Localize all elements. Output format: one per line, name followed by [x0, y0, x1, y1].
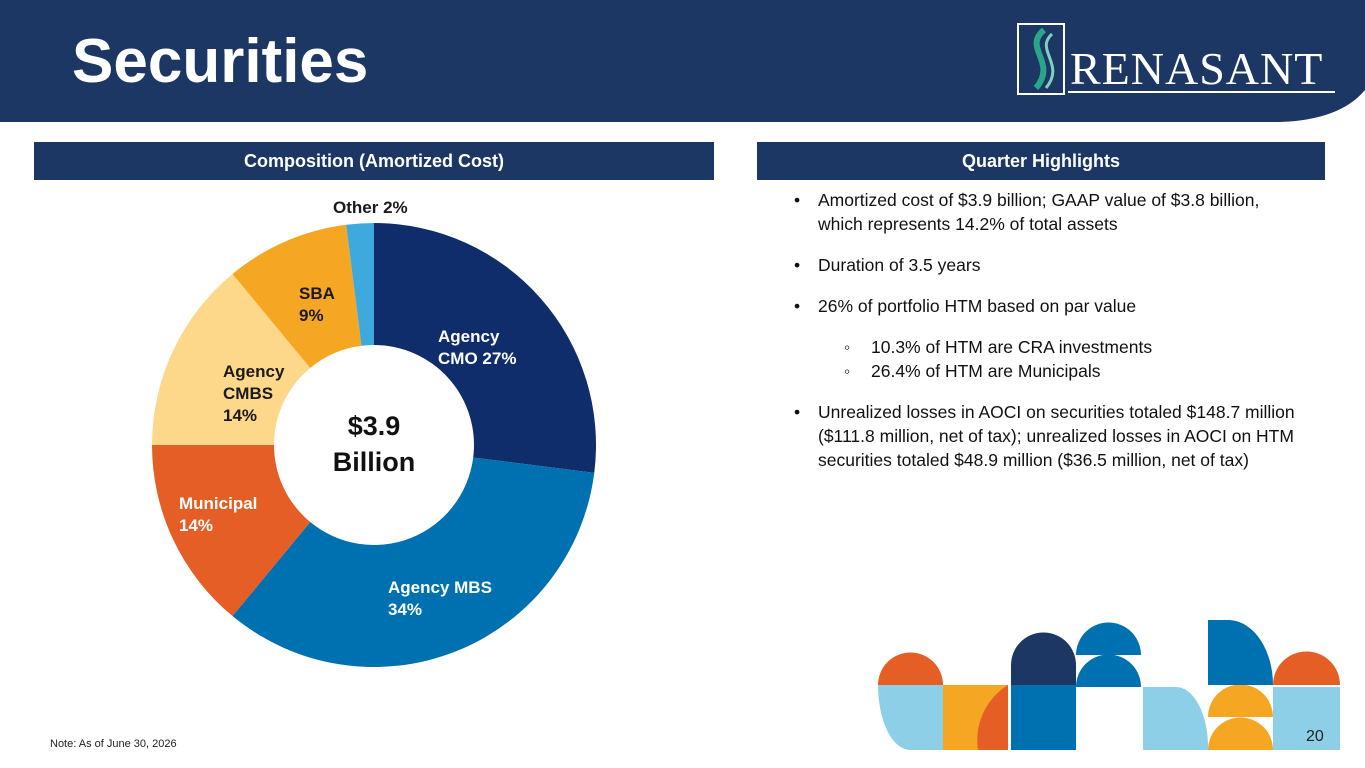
- data-label: Agency MBS 34%: [388, 577, 528, 621]
- data-label: SBA 9%: [299, 283, 349, 327]
- highlights: Amortized cost of $3.9 billion; GAAP val…: [788, 188, 1308, 472]
- value-label: 14%: [223, 406, 258, 425]
- bullet: Amortized cost of $3.9 billion; GAAP val…: [788, 188, 1308, 236]
- value-label: 9%: [299, 306, 324, 325]
- donut-chart: [152, 223, 596, 667]
- donut-slice: [232, 224, 362, 368]
- category-label: Other: [333, 198, 379, 217]
- value-label: 27%: [482, 349, 517, 368]
- page-number: 20: [1306, 728, 1324, 745]
- category-label: Agency MBS: [388, 578, 492, 597]
- sub-bullet: 10.3% of HTM are CRA investments: [788, 335, 1308, 359]
- page-title: Securities: [72, 27, 369, 96]
- center-label: $3.9 Billion: [332, 411, 416, 477]
- sub-bullet: 26.4% of HTM are Municipals: [788, 359, 1308, 383]
- note: Note: As of June 30, 2026: [50, 738, 177, 750]
- bullet: Unrealized losses in AOCI on securities …: [788, 400, 1308, 472]
- value-label: 14%: [179, 516, 214, 535]
- category-label: Agency CMBS: [223, 362, 285, 403]
- decoration: [878, 620, 1340, 750]
- donut-slice: [152, 445, 311, 617]
- chart-title: Composition (Amortized Cost): [34, 142, 714, 180]
- highlights-title: Quarter Highlights: [757, 142, 1325, 180]
- data-label: Agency CMO 27%: [438, 326, 518, 370]
- data-label: Municipal 14%: [179, 493, 289, 537]
- logo-text: RENASANT: [1070, 43, 1324, 94]
- value-label: 2%: [383, 198, 408, 217]
- donut-slice: [374, 223, 596, 473]
- data-label: Agency CMBS 14%: [223, 361, 303, 427]
- bullet: 26% of portfolio HTM based on par value: [788, 294, 1308, 318]
- header-band: [0, 0, 1365, 122]
- donut-slice: [346, 223, 374, 346]
- value-label: 34%: [388, 600, 423, 619]
- donut-slice: [152, 273, 311, 445]
- category-label: Agency CMO: [438, 327, 500, 368]
- donut-slice: [232, 457, 595, 667]
- category-label: SBA: [299, 284, 335, 303]
- data-label: Other 2%: [333, 197, 453, 219]
- category-label: Municipal: [179, 494, 258, 513]
- bullet: Duration of 3.5 years: [788, 253, 1308, 277]
